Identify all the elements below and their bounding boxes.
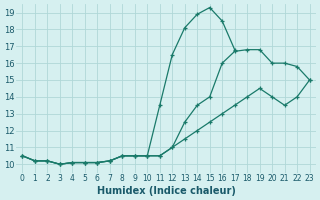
- X-axis label: Humidex (Indice chaleur): Humidex (Indice chaleur): [97, 186, 236, 196]
